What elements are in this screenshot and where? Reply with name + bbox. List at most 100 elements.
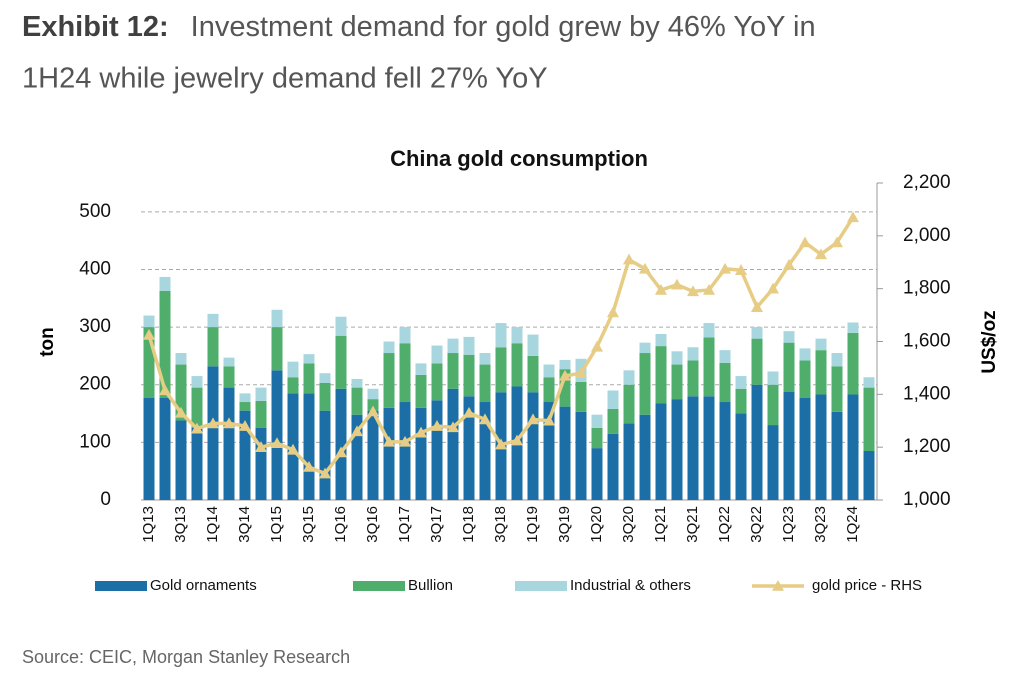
- x-tick-label: 1Q14: [204, 506, 221, 543]
- price-marker: [703, 283, 715, 295]
- bar: [671, 364, 683, 400]
- bar: [447, 338, 459, 354]
- price-marker: [383, 435, 395, 447]
- y-tick-label: 200: [79, 374, 111, 395]
- bar: [207, 313, 219, 328]
- price-marker: [511, 434, 523, 446]
- bar: [319, 382, 331, 411]
- price-marker: [287, 443, 299, 455]
- bar: [719, 362, 731, 403]
- bar: [511, 343, 523, 387]
- bar: [495, 323, 507, 348]
- bar: [303, 354, 315, 364]
- price-marker: [751, 301, 763, 312]
- x-tick-label: 1Q22: [716, 506, 733, 543]
- bar: [655, 334, 667, 347]
- legend-label: gold price - RHS: [812, 577, 922, 594]
- bar: [783, 342, 795, 392]
- bar: [623, 384, 635, 424]
- bar: [527, 392, 539, 500]
- bar: [175, 353, 187, 365]
- bar: [415, 407, 427, 500]
- bar: [207, 327, 219, 367]
- bar: [223, 357, 235, 367]
- price-marker: [335, 446, 347, 458]
- bar: [607, 408, 619, 434]
- price-marker: [415, 426, 427, 438]
- x-tick-label: 1Q23: [780, 506, 797, 543]
- bar: [863, 377, 875, 388]
- price-marker: [271, 437, 283, 449]
- x-tick-label: 3Q18: [492, 506, 509, 543]
- legend-label: Bullion: [408, 577, 453, 594]
- bar: [431, 363, 443, 401]
- bar: [767, 371, 779, 385]
- heading: Exhibit 12: Investment demand for gold gr…: [22, 11, 816, 43]
- bar: [575, 411, 587, 500]
- price-marker: [799, 236, 811, 248]
- bar: [575, 381, 587, 412]
- bar: [799, 360, 811, 398]
- bar: [479, 353, 491, 365]
- bar: [255, 387, 267, 401]
- price-marker: [575, 367, 587, 378]
- bar: [191, 376, 203, 388]
- price-marker: [687, 285, 699, 297]
- x-tick-label: 1Q24: [844, 506, 861, 543]
- bar: [863, 387, 875, 452]
- bar: [799, 348, 811, 361]
- bar: [607, 390, 619, 409]
- x-tick-label: 1Q16: [332, 506, 349, 543]
- price-marker: [479, 413, 491, 425]
- bar: [351, 414, 363, 500]
- bar: [815, 338, 827, 351]
- bar: [671, 399, 683, 500]
- bar: [527, 334, 539, 356]
- price-marker: [527, 413, 539, 425]
- bar: [319, 373, 331, 383]
- bar: [559, 359, 571, 370]
- price-marker: [159, 384, 171, 396]
- legend-swatch: [515, 581, 567, 591]
- x-tick-label: 1Q13: [140, 506, 157, 543]
- bar: [543, 377, 555, 403]
- legend-swatch: [353, 581, 405, 591]
- price-marker: [143, 328, 155, 340]
- heading-line: 1H24 while jewelry demand fell 27% YoY: [22, 63, 548, 95]
- chart-title: China gold consumption: [390, 146, 648, 171]
- bar: [799, 397, 811, 500]
- y-tick-label: 500: [79, 201, 111, 222]
- bar: [143, 397, 155, 500]
- bar: [351, 387, 363, 415]
- x-tick-label: 3Q16: [364, 506, 381, 543]
- x-tick-label: 3Q17: [428, 506, 445, 543]
- bar: [431, 345, 443, 364]
- bar: [559, 406, 571, 500]
- bar: [735, 376, 747, 389]
- bar: [479, 402, 491, 500]
- bar: [463, 354, 475, 397]
- price-marker: [831, 236, 843, 248]
- bar: [319, 410, 331, 500]
- bar: [767, 425, 779, 500]
- bar: [703, 323, 715, 338]
- bar: [719, 350, 731, 363]
- bar: [239, 393, 251, 403]
- bar: [639, 353, 651, 415]
- bar: [447, 353, 459, 389]
- bar: [543, 402, 555, 500]
- x-tick-label: 3Q14: [236, 506, 253, 543]
- legend-swatch: [95, 581, 147, 591]
- bar: [687, 347, 699, 361]
- bar: [591, 414, 603, 428]
- price-marker: [655, 283, 667, 295]
- bar: [271, 309, 283, 328]
- x-tick-label: 3Q22: [748, 506, 765, 543]
- bar: [191, 427, 203, 500]
- bar: [543, 364, 555, 378]
- bar: [735, 388, 747, 414]
- price-marker: [351, 425, 363, 437]
- bar: [687, 360, 699, 397]
- bar: [751, 338, 763, 385]
- bar: [655, 346, 667, 404]
